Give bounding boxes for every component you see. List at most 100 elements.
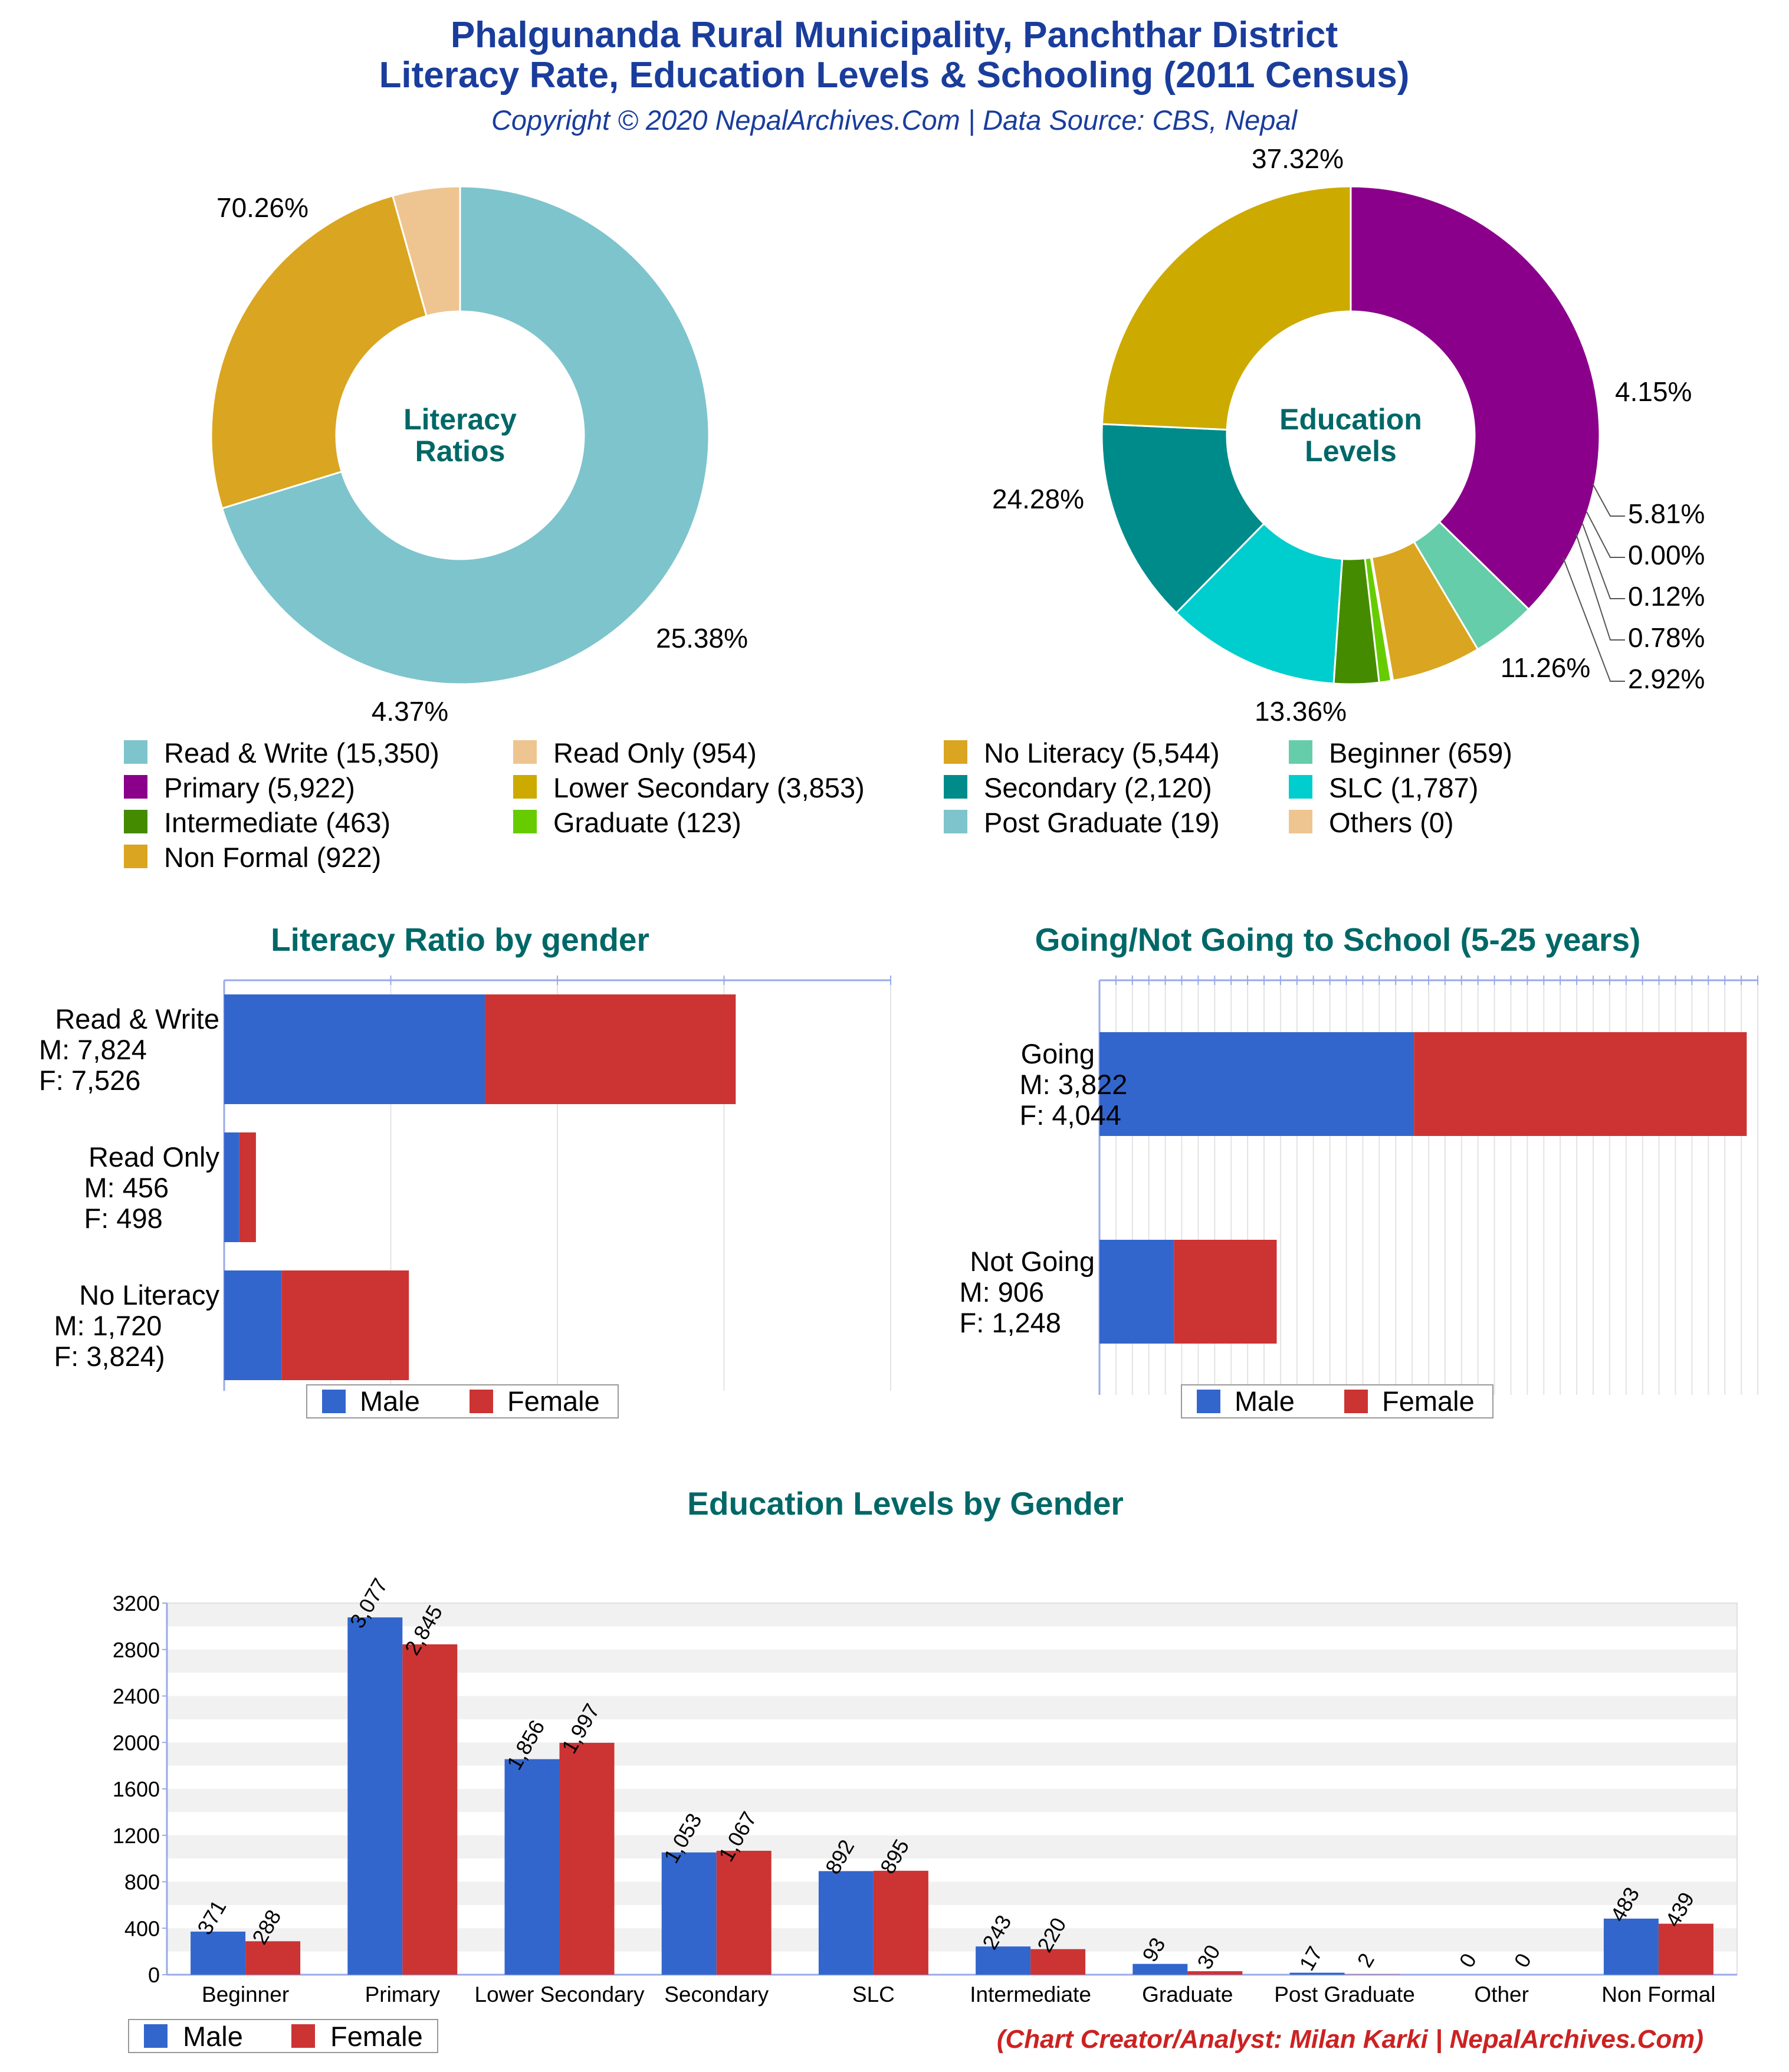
- main-subtitle: Copyright © 2020 NepalArchives.Com | Dat…: [491, 104, 1298, 136]
- donut-pct-label: 70.26%: [216, 192, 308, 223]
- donut-pct-label: 0.78%: [1628, 622, 1705, 653]
- female-count-label: F: 1,248: [960, 1307, 1061, 1338]
- bar-male: [1290, 1973, 1345, 1975]
- bar-male: [976, 1946, 1030, 1975]
- bar-male: [224, 994, 485, 1104]
- bar-male: [347, 1617, 402, 1975]
- donut-center-label: Ratios: [415, 435, 505, 468]
- bar-male: [1133, 1964, 1187, 1975]
- male-count-label: M: 1,720: [54, 1310, 162, 1341]
- donut-center-label: Literacy: [403, 403, 517, 436]
- legend-label: Graduate (123): [553, 807, 741, 838]
- legend-swatch: [1289, 740, 1312, 764]
- main-title-line2: Literacy Rate, Education Levels & School…: [379, 55, 1410, 96]
- legend-label-male: Male: [360, 1385, 420, 1417]
- bar-male: [191, 1932, 245, 1975]
- education-levels-donut-chart: EducationLevels37.32%4.15%5.81%0.00%0.12…: [992, 143, 1705, 727]
- bar-female: [245, 1941, 300, 1975]
- bar-female: [281, 1270, 409, 1380]
- legend-label: Intermediate (463): [164, 807, 390, 838]
- male-count-label: M: 906: [960, 1276, 1045, 1308]
- bar-male: [1099, 1032, 1414, 1136]
- donut-pct-label: 0.00%: [1628, 540, 1705, 570]
- donut-pct-label: 4.15%: [1615, 376, 1692, 407]
- donut-pct-label: 11.26%: [1501, 652, 1591, 683]
- legend-label: Others (0): [1329, 807, 1454, 838]
- legend-label: No Literacy (5,544): [984, 737, 1220, 769]
- bar-male: [1099, 1240, 1174, 1344]
- school-going-title: Going/Not Going to School (5-25 years): [1035, 921, 1641, 958]
- value-label-female: 0: [1509, 1949, 1537, 1972]
- bar-female: [1414, 1032, 1747, 1136]
- x-category-label: Beginner: [202, 1982, 289, 2007]
- legend-swatch: [944, 740, 967, 764]
- donut-legend: Read & Write (15,350)Read Only (954)No L…: [124, 737, 1512, 873]
- female-count-label: F: 498: [84, 1203, 163, 1234]
- x-category-label: Lower Secondary: [475, 1982, 645, 2007]
- bar-male: [224, 1270, 281, 1380]
- y-tick-label: 1600: [113, 1777, 160, 1801]
- legend-swatch-female: [470, 1390, 493, 1413]
- legend-swatch-male: [322, 1390, 346, 1413]
- legend-swatch-male: [144, 2024, 168, 2048]
- bar-female: [239, 1132, 256, 1242]
- y-tick-label: 0: [148, 1963, 160, 1987]
- legend-swatch: [513, 775, 537, 799]
- legend-label: Lower Secondary (3,853): [553, 772, 865, 803]
- male-count-label: M: 7,824: [39, 1034, 147, 1065]
- legend-label: Read Only (954): [553, 737, 757, 769]
- bar-female: [1659, 1924, 1713, 1975]
- y-tick-label: 1200: [113, 1824, 160, 1848]
- category-label: Read Only: [88, 1141, 220, 1173]
- legend-label-male: Male: [183, 2021, 243, 2052]
- bar-male: [819, 1871, 874, 1975]
- legend-swatch-male: [1197, 1390, 1220, 1413]
- bar-female: [1030, 1949, 1085, 1975]
- legend-swatch-female: [1344, 1390, 1368, 1413]
- male-count-label: M: 3,822: [1020, 1069, 1128, 1100]
- y-tick-label: 3200: [113, 1591, 160, 1615]
- donut-slice-no-literacy: [211, 196, 426, 508]
- bar-female: [560, 1743, 615, 1975]
- x-category-label: Graduate: [1142, 1982, 1233, 2007]
- category-label: Going: [1021, 1038, 1095, 1069]
- x-category-label: SLC: [852, 1982, 895, 2007]
- education-by-gender-title: Education Levels by Gender: [687, 1485, 1124, 1522]
- x-category-label: Primary: [365, 1982, 441, 2007]
- donut-pct-label: 4.37%: [372, 696, 448, 727]
- male-count-label: M: 456: [84, 1172, 169, 1203]
- donut-pct-label: 37.32%: [1252, 143, 1344, 174]
- bar-male: [505, 1759, 560, 1975]
- x-category-label: Secondary: [664, 1982, 769, 2007]
- y-tick-label: 2400: [113, 1684, 160, 1709]
- x-category-label: Post Graduate: [1274, 1982, 1415, 2007]
- legend-label: Primary (5,922): [164, 772, 355, 803]
- literacy-by-gender-title: Literacy Ratio by gender: [271, 921, 649, 958]
- donut-pct-label: 0.12%: [1628, 581, 1705, 612]
- legend-label: Beginner (659): [1329, 737, 1512, 769]
- donut-pct-label: 25.38%: [656, 623, 748, 654]
- donut-center-label: Education: [1279, 403, 1422, 436]
- female-count-label: F: 3,824): [54, 1341, 165, 1372]
- legend-swatch: [124, 775, 147, 799]
- legend-swatch-female: [291, 2024, 315, 2048]
- legend-label-female: Female: [1382, 1385, 1475, 1417]
- legend-label: SLC (1,787): [1329, 772, 1478, 803]
- y-tick-label: 400: [124, 1916, 160, 1940]
- donut-center-label: Levels: [1305, 435, 1397, 468]
- donut-pct-label: 24.28%: [992, 484, 1084, 514]
- y-tick-label: 2000: [113, 1731, 160, 1755]
- donut-slice-lower-secondary: [1102, 186, 1351, 430]
- category-label: Read & Write: [55, 1003, 219, 1035]
- female-count-label: F: 4,044: [1020, 1099, 1121, 1131]
- donut-leader-line: [1593, 484, 1625, 516]
- bar-female: [874, 1871, 928, 1975]
